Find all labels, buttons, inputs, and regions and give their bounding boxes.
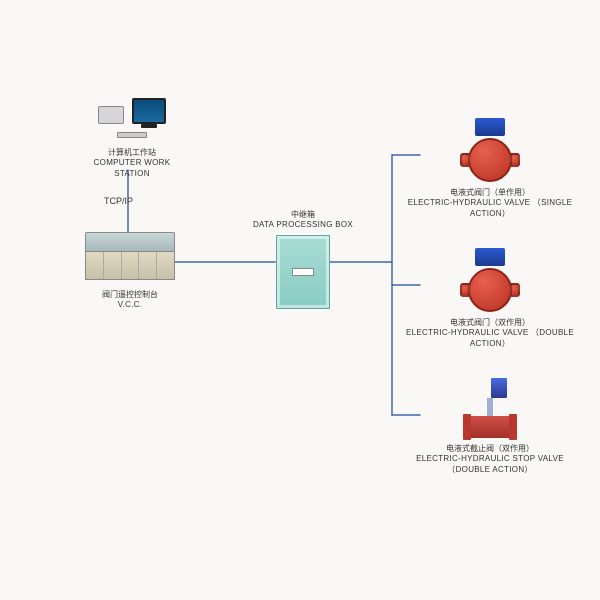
monitor-icon <box>132 98 166 124</box>
databox-label-cn: 中继箱 <box>248 210 358 220</box>
keyboard-icon <box>117 132 147 138</box>
vcc-label-cn: 阀门遥控控制台 <box>70 290 190 300</box>
workstation-label-en: COMPUTER WORK STATION <box>82 158 182 179</box>
valve-single-node: 电液式阀门（单作用） ELECTRIC-HYDRAULIC VALVE （SIN… <box>400 118 580 219</box>
valve-single-label: 电液式阀门（单作用） ELECTRIC-HYDRAULIC VALVE （SIN… <box>400 188 580 219</box>
valve-single-label-en: ELECTRIC-HYDRAULIC VALVE （SINGLE ACTION） <box>400 198 580 219</box>
valve-double-graphic <box>460 248 520 312</box>
stopvalve-label-cn: 电液式截止阀（双作用） <box>395 444 585 454</box>
valve-double-label: 电液式阀门（双作用） ELECTRIC-HYDRAULIC VALVE （DOU… <box>400 318 580 349</box>
printer-icon <box>98 106 124 124</box>
stopvalve-label-en: ELECTRIC-HYDRAULIC STOP VALVE （DOUBLE AC… <box>395 454 585 475</box>
valve-single-label-cn: 电液式阀门（单作用） <box>400 188 580 198</box>
databox-icon <box>276 235 330 309</box>
vcc-graphic <box>85 232 175 282</box>
actuator-icon <box>475 118 505 136</box>
valve-double-label-en: ELECTRIC-HYDRAULIC VALVE （DOUBLE ACTION） <box>400 328 580 349</box>
valve-disc-icon <box>468 268 512 312</box>
vcc-label: 阀门遥控控制台 V.C.C. <box>70 290 190 311</box>
valve-body-icon <box>465 416 515 438</box>
vcc-base-icon <box>85 252 175 280</box>
vcc-node: 阀门遥控控制台 V.C.C. <box>70 232 190 311</box>
databox-label-en: DATA PROCESSING BOX <box>248 220 358 230</box>
workstation-node: 计算机工作站 COMPUTER WORK STATION <box>82 98 182 179</box>
databox-label: 中继箱 DATA PROCESSING BOX <box>248 210 358 231</box>
workstation-label: 计算机工作站 COMPUTER WORK STATION <box>82 148 182 179</box>
databox-node: 中继箱 DATA PROCESSING BOX <box>248 206 358 309</box>
vcc-label-en: V.C.C. <box>70 300 190 310</box>
valve-stem-icon <box>487 398 493 416</box>
valve-double-node: 电液式阀门（双作用） ELECTRIC-HYDRAULIC VALVE （DOU… <box>400 248 580 349</box>
valve-disc-icon <box>468 138 512 182</box>
workstation-graphic <box>82 98 182 138</box>
actuator-icon <box>475 248 505 266</box>
stopvalve-node: 电液式截止阀（双作用） ELECTRIC-HYDRAULIC STOP VALV… <box>395 378 585 475</box>
valve-double-label-cn: 电液式阀门（双作用） <box>400 318 580 328</box>
valve-single-graphic <box>460 118 520 182</box>
workstation-label-cn: 计算机工作站 <box>82 148 182 158</box>
tcpip-label: TCP/IP <box>104 196 133 206</box>
stopvalve-graphic <box>465 378 515 438</box>
stopvalve-label: 电液式截止阀（双作用） ELECTRIC-HYDRAULIC STOP VALV… <box>395 444 585 475</box>
vcc-panel-icon <box>85 232 175 252</box>
actuator-icon <box>491 378 507 398</box>
